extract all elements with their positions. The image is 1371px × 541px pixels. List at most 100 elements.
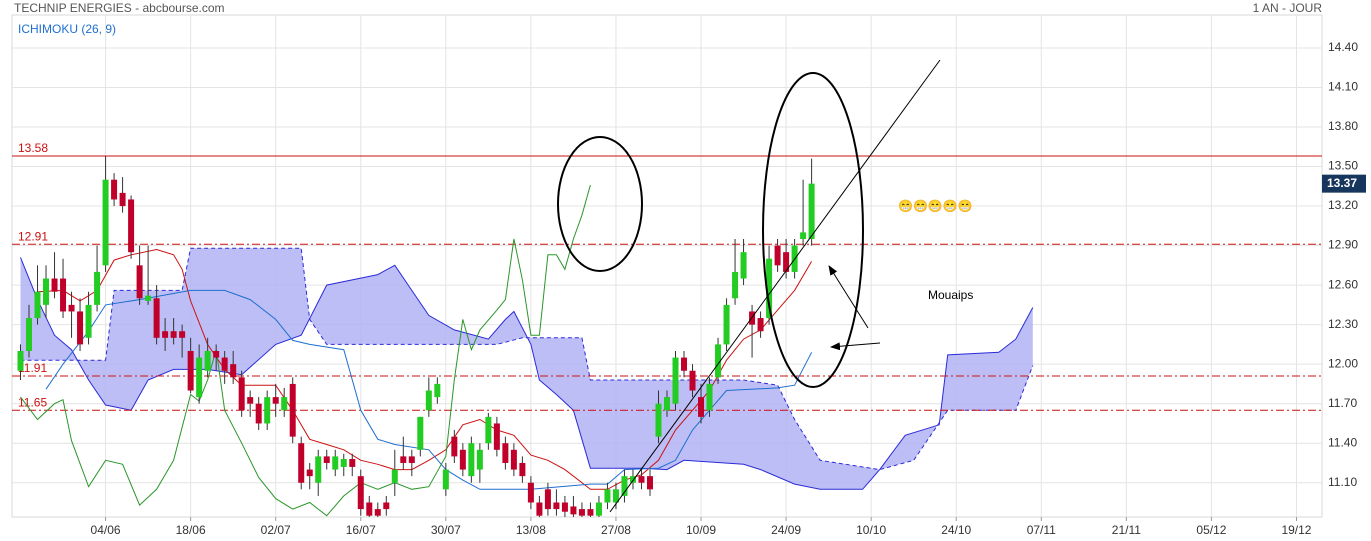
indicator-line bbox=[20, 184, 591, 517]
ichimoku-lines bbox=[20, 184, 813, 517]
candle-body bbox=[519, 462, 526, 477]
candle-body bbox=[723, 304, 730, 345]
candle-body bbox=[553, 502, 560, 510]
candle-body bbox=[281, 397, 288, 411]
candle-body bbox=[68, 304, 75, 312]
candle-body bbox=[434, 383, 441, 398]
candle-body bbox=[493, 423, 500, 450]
x-tick-label: 24/10 bbox=[941, 523, 971, 537]
candle-body bbox=[672, 357, 679, 404]
candle-body bbox=[425, 390, 432, 411]
x-tick-label: 30/07 bbox=[431, 523, 461, 537]
candle-body bbox=[510, 449, 517, 470]
candle-body bbox=[85, 304, 92, 338]
arrow bbox=[828, 265, 869, 329]
axis-labels: 11.10 11.40 11.70 12.00 12.30 12.60 12.90 13.20… bbox=[91, 40, 1366, 537]
candle-body bbox=[681, 357, 688, 371]
candle-body bbox=[536, 502, 543, 516]
reference-lines: 13.58 12.91 11.91 11.65 bbox=[12, 141, 1322, 411]
candle-body bbox=[664, 397, 670, 411]
candle-body bbox=[629, 476, 636, 483]
candle-body bbox=[417, 416, 424, 450]
candle-body bbox=[102, 179, 109, 266]
candle-body bbox=[60, 278, 67, 312]
candle-body bbox=[383, 502, 390, 510]
candle-body bbox=[408, 456, 415, 463]
ellipse bbox=[557, 136, 643, 272]
candle-body bbox=[800, 232, 807, 239]
candle-body bbox=[204, 350, 211, 371]
x-tick-label: 13/08 bbox=[516, 523, 546, 537]
y-tick-label: 12.30 bbox=[1328, 317, 1358, 331]
y-tick-label: 11.70 bbox=[1328, 396, 1357, 410]
reference-label: 12.91 bbox=[18, 229, 48, 243]
y-tick-label: 13.50 bbox=[1328, 159, 1358, 173]
candle-body bbox=[196, 357, 203, 398]
candle-body bbox=[561, 502, 568, 512]
y-tick-label: 13.20 bbox=[1328, 198, 1358, 212]
arrow bbox=[830, 342, 881, 351]
candle-body bbox=[442, 469, 449, 490]
candle-body bbox=[578, 509, 585, 516]
candle-body bbox=[485, 416, 492, 444]
candle-body bbox=[51, 278, 58, 292]
candle-body bbox=[689, 370, 696, 391]
candle-body bbox=[357, 476, 364, 510]
candle-body bbox=[502, 443, 509, 463]
candle-body bbox=[766, 258, 773, 319]
indicator-label: ICHIMOKU (26, 9) bbox=[18, 22, 116, 36]
x-tick-label: 18/06 bbox=[176, 523, 206, 537]
x-tick-label: 21/11 bbox=[1112, 523, 1141, 537]
candle-body bbox=[238, 377, 245, 411]
candle-body bbox=[179, 331, 186, 338]
candles bbox=[17, 155, 815, 517]
candle-body bbox=[612, 489, 619, 503]
candle-body bbox=[740, 252, 747, 279]
candle-body bbox=[655, 403, 662, 437]
candle-body bbox=[213, 350, 220, 358]
candle-body bbox=[145, 295, 152, 301]
y-tick-label: 14.10 bbox=[1328, 80, 1358, 94]
candle-body bbox=[459, 449, 466, 470]
candle-body bbox=[451, 436, 458, 457]
span-a bbox=[20, 257, 1034, 490]
y-tick-label: 11.10 bbox=[1328, 475, 1357, 489]
candle-body bbox=[374, 509, 381, 516]
candle-body bbox=[544, 489, 551, 510]
candle-body bbox=[187, 350, 194, 391]
x-tick-label: 04/06 bbox=[91, 523, 121, 537]
candle-body bbox=[298, 443, 305, 483]
period: 1 AN - JOUR bbox=[1253, 1, 1323, 15]
note: Mouaips bbox=[928, 288, 973, 302]
candle-body bbox=[587, 509, 594, 516]
candle-body bbox=[621, 476, 628, 496]
candle-body bbox=[323, 456, 330, 463]
candle-body bbox=[595, 502, 602, 516]
last-price: 13.37 bbox=[1327, 176, 1357, 190]
candle-body bbox=[17, 350, 24, 371]
candle-body bbox=[272, 397, 279, 404]
smileys: 😁😁😁😁😁 bbox=[898, 199, 973, 213]
candle-body bbox=[111, 179, 118, 200]
chart-title: TECHNIP ENERGIES - abcbourse.com bbox=[14, 1, 225, 15]
candle-body bbox=[153, 298, 160, 338]
candle-body bbox=[34, 291, 41, 319]
candle-body bbox=[468, 443, 475, 477]
candle-body bbox=[783, 252, 790, 272]
ichimoku-cloud bbox=[20, 247, 1034, 490]
candle-body bbox=[136, 265, 143, 299]
candle-body bbox=[340, 459, 347, 467]
candle-body bbox=[366, 502, 373, 516]
candle-body bbox=[391, 469, 398, 483]
candle-body bbox=[230, 364, 237, 378]
candle-body bbox=[698, 397, 705, 417]
indicator-line bbox=[37, 248, 813, 490]
candle-body bbox=[119, 192, 126, 207]
candle-body bbox=[646, 476, 653, 490]
candle-body bbox=[570, 506, 577, 515]
indicator-line bbox=[45, 289, 813, 490]
reference-label: 11.65 bbox=[18, 395, 47, 409]
ellipse bbox=[762, 72, 864, 388]
candle-body bbox=[289, 383, 296, 437]
